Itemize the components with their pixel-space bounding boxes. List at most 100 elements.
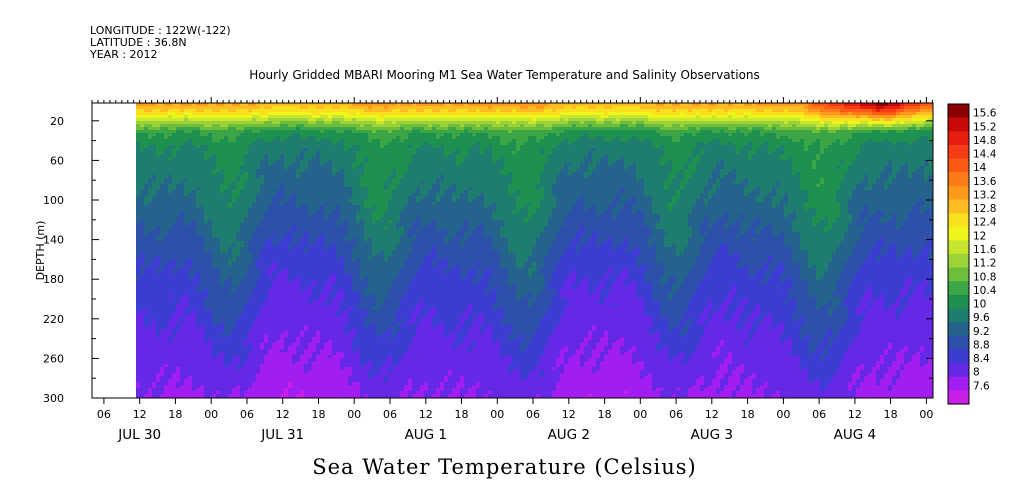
heatmap-cell [304,118,308,121]
heatmap-cell [328,277,332,280]
heatmap-cell [204,355,208,358]
heatmap-cell [300,310,304,313]
heatmap-cell [144,349,148,352]
heatmap-cell [284,271,288,274]
heatmap-cell [244,394,248,397]
heatmap-cell [256,304,260,307]
heatmap-cell [304,133,308,136]
heatmap-cell [140,145,144,148]
heatmap-cell [316,190,320,193]
heatmap-cell [272,223,276,226]
heatmap-cell [200,358,204,361]
heatmap-cell [200,184,204,187]
heatmap-cell [276,358,280,361]
heatmap-cell [296,214,300,217]
heatmap-cell [188,286,192,289]
heatmap-cell [228,271,232,274]
heatmap-cell [308,265,312,268]
heatmap-cell [248,196,252,199]
heatmap-cell [168,136,172,139]
heatmap-cell [248,385,252,388]
heatmap-cell [140,301,144,304]
heatmap-cell [240,121,244,124]
heatmap-cell [168,187,172,190]
heatmap-cell [168,355,172,358]
heatmap-cell [180,214,184,217]
heatmap-cell [168,274,172,277]
heatmap-cell [160,229,164,232]
heatmap-cell [244,304,248,307]
heatmap-cell [224,115,228,118]
heatmap-cell [188,166,192,169]
heatmap-cell [260,121,264,124]
heatmap-cell [196,229,200,232]
heatmap-cell [156,121,160,124]
heatmap-cell [140,334,144,337]
heatmap-cell [260,376,264,379]
heatmap-cell [268,361,272,364]
heatmap-cell [168,325,172,328]
heatmap-cell [256,136,260,139]
heatmap-cell [276,310,280,313]
heatmap-cell [316,175,320,178]
heatmap-cell [272,343,276,346]
heatmap-cell [144,268,148,271]
heatmap-cell [188,184,192,187]
heatmap-cell [252,373,256,376]
heatmap-cell [284,325,288,328]
heatmap-cell [188,292,192,295]
heatmap-cell [144,256,148,259]
heatmap-cell [244,115,248,118]
heatmap-cell [304,139,308,142]
heatmap-cell [320,253,324,256]
heatmap-cell [332,307,336,310]
heatmap-cell [188,154,192,157]
heatmap-cell [168,151,172,154]
heatmap-cell [256,373,260,376]
heatmap-cell [216,181,220,184]
heatmap-cell [292,196,296,199]
heatmap-cell [300,193,304,196]
heatmap-cell [220,394,224,397]
heatmap-cell [140,226,144,229]
heatmap-cell [172,244,176,247]
heatmap-cell [284,301,288,304]
heatmap-cell [300,184,304,187]
heatmap-cell [308,175,312,178]
heatmap-cell [292,391,296,394]
heatmap-cell [252,319,256,322]
heatmap-cell [216,346,220,349]
heatmap-cell [312,109,316,112]
heatmap-cell [224,292,228,295]
heatmap-cell [332,247,336,250]
heatmap-cell [136,148,140,151]
heatmap-cell [308,196,312,199]
heatmap-cell [264,121,268,124]
heatmap-cell [192,160,196,163]
heatmap-cell [324,388,328,391]
heatmap-cell [160,121,164,124]
heatmap-cell [276,178,280,181]
heatmap-cell [300,355,304,358]
heatmap-cell [240,280,244,283]
heatmap-cell [156,328,160,331]
heatmap-cell [220,250,224,253]
heatmap-cell [228,136,232,139]
heatmap-cell [316,277,320,280]
heatmap-cell [316,289,320,292]
heatmap-cell [288,202,292,205]
heatmap-cell [164,343,168,346]
heatmap-cell [324,301,328,304]
heatmap-cell [268,196,272,199]
heatmap-cell [164,202,168,205]
heatmap-cell [320,334,324,337]
heatmap-cell [244,355,248,358]
heatmap-cell [308,190,312,193]
heatmap-cell [208,361,212,364]
heatmap-cell [220,334,224,337]
heatmap-cell [256,142,260,145]
heatmap-cell [292,274,296,277]
heatmap-cell [304,211,308,214]
heatmap-cell [260,292,264,295]
heatmap-cell [336,217,340,220]
